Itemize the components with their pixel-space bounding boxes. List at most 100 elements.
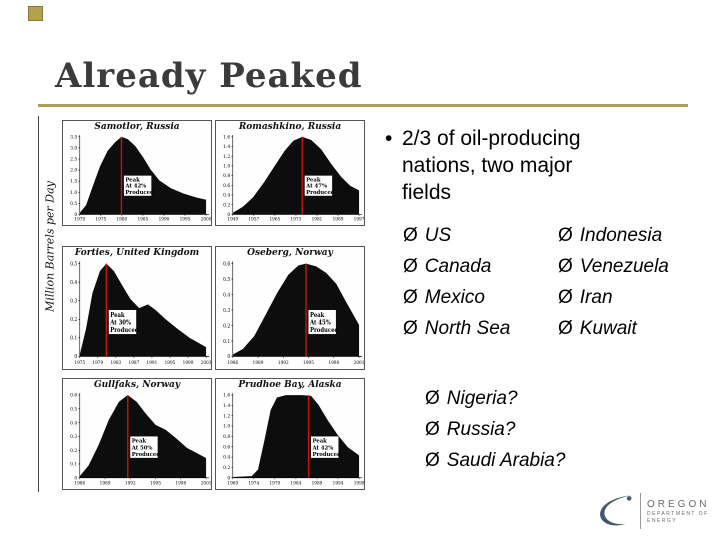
chart-title: Romashkino, Russia [238, 122, 342, 132]
svg-text:0.2: 0.2 [223, 465, 230, 471]
arrow-marker: Ø [558, 225, 573, 246]
svg-text:2.5: 2.5 [70, 157, 77, 163]
svg-text:1.2: 1.2 [223, 154, 230, 160]
chart-title: Gullfaks, Norway [93, 380, 181, 390]
svg-text:1970: 1970 [74, 217, 85, 222]
list-item: Ø Kuwait [558, 313, 669, 344]
logo-text: OREGON DEPARTMENT OF ENERGY [647, 498, 709, 525]
svg-text:0.8: 0.8 [223, 173, 230, 179]
list-item-label: Nigeria? [446, 388, 518, 409]
logo-line-energy: ENERGY [647, 517, 678, 524]
arrow-marker: Ø [403, 318, 418, 339]
svg-text:0.3: 0.3 [70, 298, 77, 304]
list-item: Ø Russia? [425, 414, 565, 445]
svg-text:1997: 1997 [354, 217, 364, 222]
svg-text:0.5: 0.5 [70, 201, 77, 207]
svg-text:At 47%: At 47% [305, 184, 327, 190]
list-item: Ø Mexico [403, 282, 510, 313]
svg-text:Produced: Produced [306, 190, 335, 196]
chart-title: Forties, United Kingdom [74, 248, 200, 258]
svg-text:At 42%: At 42% [312, 445, 334, 451]
svg-text:1998: 1998 [175, 481, 186, 486]
svg-text:0.3: 0.3 [223, 308, 230, 314]
country-list-left: Ø US Ø Canada Ø Mexico Ø North Sea [403, 220, 510, 344]
chart-forties-uk: Forties, United Kingdom 0.5 0.4 0.3 0.2 0.1 0… [62, 246, 212, 370]
arrow-marker: Ø [403, 256, 418, 277]
svg-text:1986: 1986 [227, 360, 238, 366]
svg-text:0: 0 [74, 212, 77, 218]
svg-text:0.5: 0.5 [70, 261, 77, 267]
svg-text:0.1: 0.1 [70, 335, 77, 341]
list-item-label: North Sea [424, 318, 511, 339]
svg-text:Peak: Peak [306, 177, 321, 183]
svg-text:2001: 2001 [201, 481, 211, 486]
question-country-list: Ø Nigeria? Ø Russia? Ø Saudi Arabia? [425, 383, 565, 476]
logo-line-department: DEPARTMENT OF [647, 510, 709, 517]
svg-text:At 30%: At 30% [109, 320, 131, 326]
svg-text:1990: 1990 [159, 217, 170, 222]
chart-romashkino-russia: Romashkino, Russia 1.6 1.4 1.2 1.0 0.8 0.6 0.4… [215, 120, 365, 226]
list-item: Ø Venezuela [558, 251, 669, 282]
svg-text:1991: 1991 [147, 360, 158, 366]
svg-text:2.0: 2.0 [70, 168, 77, 174]
svg-text:0.4: 0.4 [70, 280, 77, 286]
svg-text:1979: 1979 [92, 360, 103, 366]
svg-text:0.5: 0.5 [70, 406, 77, 412]
list-item: Ø Nigeria? [425, 383, 565, 414]
svg-text:0.2: 0.2 [223, 323, 230, 329]
list-item-label: Mexico [424, 287, 485, 308]
left-border-line [38, 116, 39, 492]
svg-text:1.5: 1.5 [70, 179, 77, 185]
list-item: Ø Indonesia [558, 220, 669, 251]
list-item: Ø Canada [403, 251, 510, 282]
svg-text:1979: 1979 [269, 481, 280, 486]
svg-text:Peak: Peak [310, 313, 325, 319]
svg-text:0.2: 0.2 [223, 202, 230, 208]
svg-text:1992: 1992 [278, 360, 289, 366]
svg-text:1984: 1984 [291, 481, 302, 486]
title-underline [38, 104, 688, 107]
svg-text:2000: 2000 [201, 217, 211, 222]
svg-text:Produced: Produced [110, 328, 138, 334]
slide-title: Already Peaked [55, 56, 363, 96]
svg-text:3.5: 3.5 [70, 134, 77, 140]
corner-accent-square [28, 6, 43, 21]
svg-text:1989: 1989 [100, 481, 111, 486]
svg-text:1989: 1989 [333, 217, 344, 222]
svg-text:Peak: Peak [312, 438, 327, 444]
svg-text:0.3: 0.3 [70, 434, 77, 440]
svg-text:1995: 1995 [165, 360, 176, 366]
bullet-text: 2/3 of oil-producing nations, two major … [402, 127, 581, 204]
chart-title: Oseberg, Norway [247, 248, 333, 258]
svg-text:1992: 1992 [125, 481, 136, 486]
svg-text:0.4: 0.4 [223, 193, 230, 199]
list-item-label: Canada [424, 256, 492, 277]
svg-text:0: 0 [227, 475, 230, 481]
svg-text:1.4: 1.4 [223, 144, 230, 150]
arrow-marker: Ø [558, 287, 573, 308]
chart-gullfaks-norway: Gullfaks, Norway 0.6 0.5 0.4 0.3 0.2 0.1 0 1986… [62, 378, 212, 490]
main-bullet: • 2/3 of oil-producing nations, two majo… [385, 125, 617, 206]
svg-text:1969: 1969 [227, 481, 238, 486]
svg-text:0.2: 0.2 [70, 448, 77, 454]
list-item: Ø Iran [558, 282, 669, 313]
logo-swoosh-icon [600, 495, 632, 526]
svg-text:1987: 1987 [129, 360, 140, 366]
svg-text:1983: 1983 [110, 360, 121, 366]
svg-text:0.4: 0.4 [223, 292, 230, 298]
svg-text:Peak: Peak [132, 438, 147, 444]
arrow-marker: Ø [403, 287, 418, 308]
svg-text:Produced: Produced [132, 452, 160, 458]
chart-samotlor-russia: Samotlor, Russia 3.5 3.0 2.5 2.0 1.5 1.0 0.5 0 1… [62, 120, 212, 226]
arrow-marker: Ø [425, 388, 440, 409]
list-item: Ø North Sea [403, 313, 510, 344]
svg-text:1994: 1994 [333, 481, 344, 486]
svg-text:At 42%: At 42% [124, 184, 146, 190]
svg-text:0.4: 0.4 [70, 420, 77, 426]
svg-text:1.4: 1.4 [223, 403, 230, 409]
svg-text:0.2: 0.2 [70, 317, 77, 323]
logo-divider [640, 493, 641, 529]
